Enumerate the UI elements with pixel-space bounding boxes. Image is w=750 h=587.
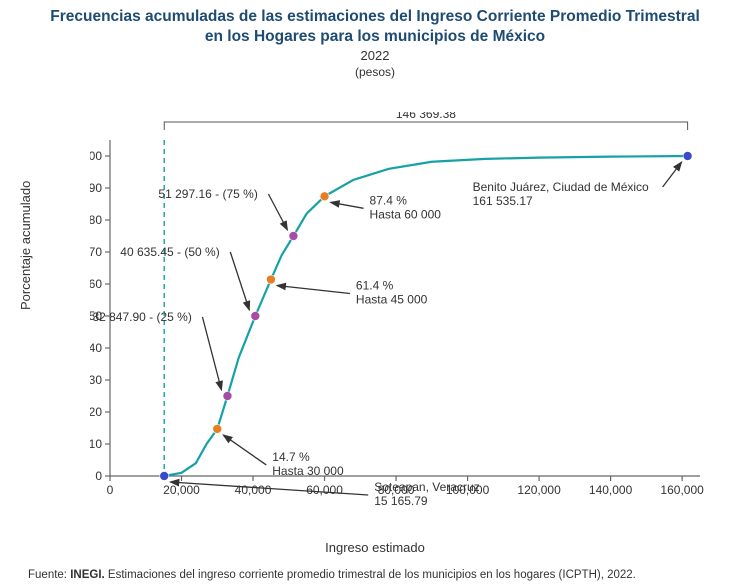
data-marker	[289, 232, 298, 241]
svg-text:40: 40	[90, 341, 102, 355]
chart-year: 2022	[0, 48, 750, 63]
data-label: Benito Juárez, Ciudad de México	[473, 180, 649, 194]
source-line: Fuente: INEGI. Estimaciones del ingreso …	[28, 569, 636, 581]
data-label: Soteapan, Veracruz	[374, 480, 479, 494]
svg-text:30: 30	[90, 373, 102, 387]
data-label: 32 847.90 - (25 %)	[92, 310, 191, 324]
data-marker	[223, 392, 232, 401]
svg-text:10: 10	[90, 437, 102, 451]
chart-title-line1: Frecuencias acumuladas de las estimacion…	[0, 8, 750, 26]
data-label: 61.4 %	[356, 279, 394, 293]
svg-text:100: 100	[90, 149, 102, 163]
source-owner: INEGI.	[70, 569, 105, 581]
cdf-chart: 0102030405060708090100020,00040,00060,00…	[90, 112, 710, 512]
data-label: Hasta 45 000	[356, 293, 428, 307]
svg-text:0: 0	[95, 469, 102, 483]
data-label: Hasta 60 000	[370, 207, 442, 221]
data-label: 87.4 %	[370, 193, 408, 207]
chart-unit: (pesos)	[0, 65, 750, 79]
data-label: 161 535.17	[473, 194, 533, 208]
x-axis-label: Ingreso estimado	[0, 540, 750, 555]
data-marker	[213, 424, 222, 433]
svg-text:60,000: 60,000	[306, 483, 343, 497]
annotation-arrow	[277, 286, 350, 294]
annotation-arrow	[663, 162, 682, 187]
svg-text:20: 20	[90, 405, 102, 419]
annotation-arrow	[202, 317, 221, 390]
data-marker	[320, 192, 329, 201]
svg-text:40,000: 40,000	[235, 483, 272, 497]
svg-text:20,000: 20,000	[163, 483, 200, 497]
data-label: 15 165.79	[374, 494, 428, 508]
annotation-arrow	[331, 202, 364, 208]
source-prefix: Fuente:	[28, 569, 67, 581]
data-marker	[160, 472, 169, 481]
svg-text:120,000: 120,000	[517, 483, 561, 497]
svg-text:160,000: 160,000	[660, 483, 704, 497]
svg-text:140,000: 140,000	[589, 483, 633, 497]
svg-text:60: 60	[90, 277, 102, 291]
data-marker	[251, 312, 260, 321]
svg-text:90: 90	[90, 181, 102, 195]
svg-text:0: 0	[107, 483, 114, 497]
annotation-arrow	[268, 194, 287, 230]
svg-text:80: 80	[90, 213, 102, 227]
svg-text:70: 70	[90, 245, 102, 259]
data-label: 51 297.16 - (75 %)	[158, 187, 257, 201]
annotation-arrow	[230, 252, 249, 310]
y-axis-label: Porcentaje acumulado	[18, 181, 33, 310]
svg-text:146 369.38: 146 369.38	[396, 112, 456, 121]
source-text: Estimaciones del ingreso corriente prome…	[108, 569, 636, 581]
chart-title-line2: en los Hogares para los municipios de Mé…	[0, 28, 750, 46]
data-marker	[683, 152, 692, 161]
data-label: Hasta 30 000	[272, 464, 344, 478]
data-label: 40 635.45 - (50 %)	[120, 245, 219, 259]
data-marker	[266, 275, 275, 284]
annotation-arrow	[223, 435, 266, 465]
data-label: 14.7 %	[272, 450, 310, 464]
